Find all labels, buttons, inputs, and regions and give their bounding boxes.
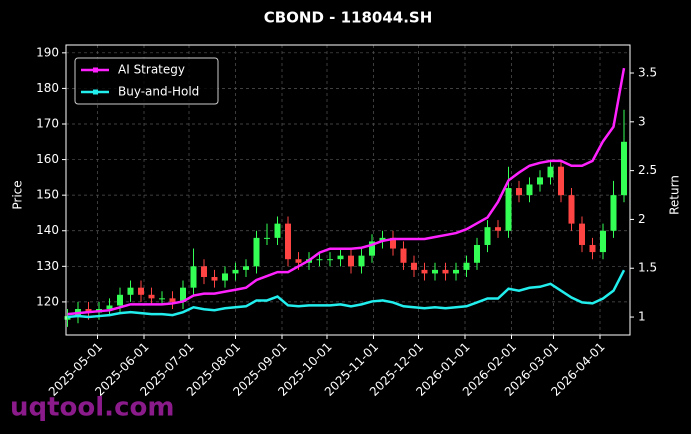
y-tick-label: 160 [36, 152, 59, 166]
candle-body [253, 237, 260, 267]
candle-body [390, 237, 396, 249]
candle-body [547, 166, 554, 178]
y-tick-label: 180 [36, 81, 59, 95]
candle-body [537, 177, 543, 185]
candle-body [474, 244, 480, 263]
watermark: uqtool.com [10, 393, 174, 423]
series-line [67, 269, 626, 319]
candle-body [621, 141, 627, 196]
legend-label: AI Strategy [118, 63, 185, 77]
candle-body [453, 269, 459, 274]
y-tick-label: 120 [36, 294, 59, 308]
series-line [67, 67, 626, 316]
candle-body [568, 195, 575, 224]
candle-body [484, 227, 491, 245]
candle-body [348, 255, 354, 267]
candle-body [285, 223, 291, 260]
y2-tick-label: 2 [638, 212, 646, 226]
candle-body [505, 188, 512, 231]
candle-body [358, 255, 365, 267]
y2-tick-label: 1.5 [638, 261, 657, 275]
candle-body [148, 294, 155, 299]
legend-box [74, 57, 219, 105]
candle-body [159, 298, 165, 300]
candle-body [442, 269, 449, 274]
candle-body [579, 223, 585, 245]
candle-body [180, 287, 186, 302]
candle-body [516, 188, 522, 196]
y-tick-label: 140 [36, 223, 59, 237]
candle-body [411, 262, 417, 270]
candle-body [201, 266, 207, 277]
candle-body [232, 269, 239, 274]
candle-body [190, 266, 197, 288]
y-tick-label: 130 [36, 259, 59, 273]
y2-tick-label: 3 [638, 114, 646, 128]
candle-body [400, 248, 407, 263]
candle-body [138, 287, 144, 295]
candle-body [337, 255, 344, 260]
y2-tick-label: 3.5 [638, 66, 657, 80]
candle-body [421, 269, 428, 274]
candle-body [600, 230, 606, 253]
candle-body [106, 305, 113, 310]
candle-body [85, 309, 92, 313]
candle-body [558, 166, 564, 196]
chart-title: CBOND - 118044.SH [264, 9, 433, 27]
candle-body [495, 227, 501, 231]
candle-body [610, 195, 617, 231]
y2-axis-label: Return [668, 175, 682, 215]
y-tick-label: 150 [36, 188, 59, 202]
candle-body [589, 244, 596, 253]
candle-body [432, 269, 438, 274]
candle-body [211, 277, 218, 281]
candle-body [327, 259, 333, 261]
candle-body [264, 237, 270, 239]
candle-body [243, 266, 249, 270]
candle-body [117, 294, 123, 306]
legend-label: Buy-and-Hold [118, 85, 199, 99]
legend-marker [93, 67, 98, 73]
y-tick-label: 170 [36, 116, 59, 130]
candle-body [526, 184, 533, 196]
candle-body [274, 223, 281, 238]
legend-marker [93, 89, 98, 95]
candle-body [369, 241, 375, 256]
plot-frame [65, 44, 631, 336]
candle-body [64, 316, 71, 320]
candle-body [169, 298, 176, 302]
candle-body [222, 273, 228, 281]
candle-body [463, 262, 470, 270]
y2-tick-label: 1 [638, 310, 646, 324]
y-tick-label: 190 [36, 45, 59, 59]
candle-body [127, 287, 134, 295]
y-axis-label: Price [11, 180, 25, 209]
candle-body [316, 259, 323, 261]
y2-tick-label: 2.5 [638, 163, 657, 177]
candle-body [295, 259, 302, 263]
